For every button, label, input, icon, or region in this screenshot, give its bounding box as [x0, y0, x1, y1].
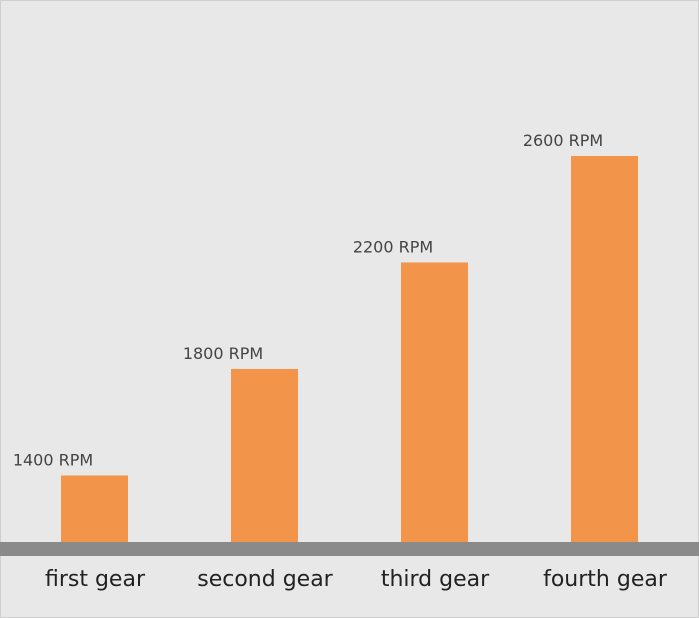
x-tick-label: first gear — [45, 567, 146, 592]
bar — [571, 156, 638, 542]
value-label: 2600 RPM — [523, 131, 603, 150]
baseline — [0, 542, 699, 556]
value-label: 1400 RPM — [13, 450, 93, 469]
x-tick-label: third gear — [381, 567, 490, 592]
bar — [401, 262, 468, 542]
bar — [231, 368, 298, 542]
bar — [61, 475, 128, 542]
value-label: 2200 RPM — [353, 237, 433, 256]
x-tick-label: second gear — [197, 567, 333, 592]
value-label: 1800 RPM — [183, 344, 263, 363]
x-tick-label: fourth gear — [543, 567, 668, 592]
